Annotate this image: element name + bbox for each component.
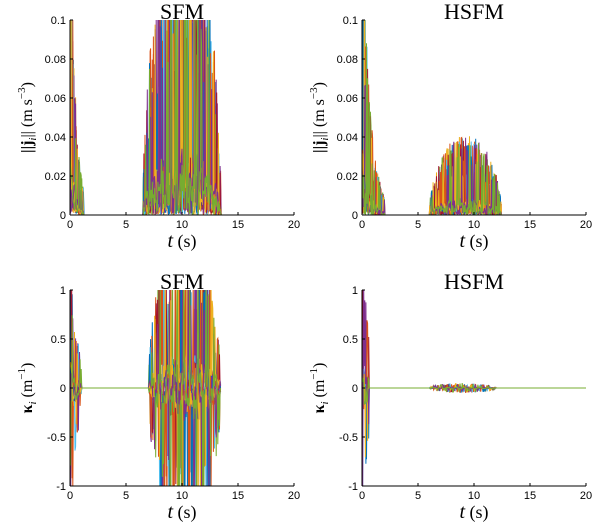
y-axis-label-text: || (m s	[19, 99, 36, 137]
series-line	[362, 320, 586, 409]
x-tick-label: 20	[288, 219, 300, 231]
x-tick-label: 5	[415, 490, 421, 502]
x-axis-label: t (s)	[459, 501, 488, 523]
x-tick-label: 5	[415, 219, 421, 231]
chart-title: SFM	[160, 269, 204, 294]
x-axis-label: t (s)	[459, 230, 488, 252]
x-tick-label: 5	[123, 219, 129, 231]
series-line	[362, 363, 586, 441]
y-axis-label-text: || (m s	[311, 99, 328, 137]
x-tick-label: 5	[123, 490, 129, 502]
y-axis-label-var: ||j	[19, 141, 36, 153]
y-tick-label: 0.08	[45, 54, 66, 66]
y-tick-label: 0	[352, 383, 358, 395]
series-group	[362, 0, 501, 215]
y-axis-label: κi (m−1)	[308, 363, 331, 414]
x-axis-label-unit: (s)	[465, 231, 489, 252]
y-axis-label: ||ji|| (m s−3)	[16, 82, 39, 153]
y-axis-label-sup: −1	[308, 368, 320, 380]
x-axis-label-unit: (s)	[465, 502, 489, 523]
y-tick-label: 1	[352, 285, 358, 297]
chart-title: SFM	[160, 0, 204, 24]
x-tick-label: 20	[288, 490, 300, 502]
x-tick-label: 20	[580, 490, 592, 502]
series-line	[362, 283, 586, 516]
x-tick-label: 0	[359, 490, 365, 502]
x-tick-label: 0	[67, 219, 73, 231]
y-axis-label-sup: −3	[16, 87, 28, 99]
y-axis-label: κi (m−1)	[16, 363, 39, 414]
y-tick-label: 0	[60, 210, 66, 222]
y-axis-label-close: )	[19, 82, 36, 87]
y-axis-label-sup: −3	[308, 87, 320, 99]
chart-title: HSFM	[444, 269, 504, 294]
x-tick-label: 10	[176, 490, 188, 502]
y-tick-label: -1	[348, 481, 358, 493]
y-tick-label: 0.02	[45, 171, 66, 183]
x-tick-label: 10	[468, 490, 480, 502]
x-axis-label: t (s)	[167, 230, 196, 252]
y-tick-label: -1	[56, 481, 66, 493]
y-tick-label: 1	[60, 285, 66, 297]
y-tick-label: 0.1	[51, 15, 66, 27]
y-tick-label: 0	[60, 383, 66, 395]
y-tick-label: 0.06	[337, 93, 358, 105]
x-tick-label: 0	[359, 219, 365, 231]
x-tick-label: 0	[67, 490, 73, 502]
x-tick-label: 15	[524, 219, 536, 231]
y-axis-label-close: )	[311, 363, 328, 368]
x-tick-label: 15	[524, 490, 536, 502]
y-tick-label: 0.5	[343, 334, 358, 346]
chart-panel-3: 0 5 10 15 20 -1 -0.5 0 0.5 1 SFM t (s) κi (m−1)	[16, 227, 300, 525]
y-tick-label: 0.04	[337, 132, 358, 144]
x-tick-label: 15	[232, 490, 244, 502]
y-axis-label-var: κ	[311, 404, 328, 413]
series-line	[362, 367, 586, 458]
y-tick-label: 0.08	[337, 54, 358, 66]
series-group	[70, 0, 294, 215]
y-tick-label: -0.5	[339, 432, 358, 444]
y-tick-label: -0.5	[47, 432, 66, 444]
y-tick-label: 0	[352, 210, 358, 222]
chart-panel-2: 0 5 10 15 20 0 0.02 0.04 0.06 0.08 0.1 HSFM t (s) ||j…	[308, 0, 592, 252]
x-tick-label: 10	[176, 219, 188, 231]
y-tick-label: 0.06	[45, 93, 66, 105]
y-axis-label: ||ji|| (m s−3)	[308, 82, 331, 153]
x-axis-label-unit: (s)	[173, 502, 197, 523]
chart-title: HSFM	[444, 0, 504, 24]
x-tick-label: 10	[468, 219, 480, 231]
y-tick-label: 0.02	[337, 171, 358, 183]
y-tick-label: 0.1	[343, 15, 358, 27]
x-tick-label: 20	[580, 219, 592, 231]
y-axis-label-text: (m	[311, 379, 328, 401]
y-axis-label-text: (m	[19, 379, 36, 401]
x-tick-label: 15	[232, 219, 244, 231]
y-axis-label-close: )	[311, 82, 328, 87]
chart-panel-4: 0 5 10 15 20 -1 -0.5 0 0.5 1 HSFM t (s) κi (m−1)	[308, 246, 592, 523]
y-tick-label: 0.04	[45, 132, 66, 144]
series-line	[362, 373, 586, 412]
y-axis-label-var: κ	[19, 404, 36, 413]
x-axis-label: t (s)	[167, 501, 196, 523]
y-axis-label-sup: −1	[16, 368, 28, 380]
x-axis-label-unit: (s)	[173, 231, 197, 252]
chart-panel-1: 0 5 10 15 20 0 0.02 0.04 0.06 0.08 0.1 SFM t (s) ||ji…	[16, 0, 300, 252]
y-axis-label-close: )	[19, 363, 36, 368]
y-axis-label-var: ||j	[311, 141, 328, 153]
y-tick-label: 0.5	[51, 334, 66, 346]
